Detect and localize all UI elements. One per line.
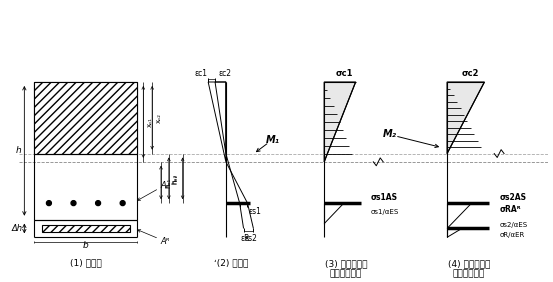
Text: σRAᴿ: σRAᴿ — [499, 206, 521, 215]
Text: (3) 一期荷载作
用下的应力图: (3) 一期荷载作 用下的应力图 — [325, 259, 367, 279]
Text: εc1: εc1 — [194, 69, 207, 78]
Text: ʻ(2) 应变图: ʻ(2) 应变图 — [213, 258, 248, 267]
Text: M₁: M₁ — [266, 135, 280, 145]
Text: εs2: εs2 — [244, 234, 258, 243]
Text: σc1: σc1 — [336, 69, 353, 78]
Bar — [34, 82, 137, 154]
Polygon shape — [447, 82, 484, 154]
Circle shape — [46, 201, 51, 206]
Text: hₒ₂: hₒ₂ — [173, 173, 179, 184]
Text: xₒ₂: xₒ₂ — [156, 113, 162, 123]
Text: σs1AS: σs1AS — [371, 193, 398, 202]
Text: σc2: σc2 — [462, 69, 479, 78]
Text: σR/αER: σR/αER — [499, 232, 524, 238]
Text: xₒ₁: xₒ₁ — [147, 117, 153, 127]
Text: εR: εR — [241, 234, 251, 243]
Circle shape — [71, 201, 76, 206]
Text: Aₛ: Aₛ — [160, 181, 169, 190]
Text: M₂: M₂ — [383, 129, 397, 139]
Text: h: h — [15, 146, 22, 155]
Text: εs1: εs1 — [248, 208, 262, 217]
Circle shape — [120, 201, 125, 206]
Circle shape — [96, 201, 101, 206]
Text: σs2/αES: σs2/αES — [499, 222, 528, 228]
Text: hₒ₁: hₒ₁ — [165, 177, 171, 188]
Text: hₒ₂: hₒ₂ — [171, 173, 178, 184]
Text: (1) 截面图: (1) 截面图 — [70, 258, 102, 267]
Text: (4) 二期荷载作
用下的应力图: (4) 二期荷载作 用下的应力图 — [447, 259, 490, 279]
Bar — [42, 225, 129, 232]
Text: εc2: εc2 — [218, 69, 231, 78]
Text: σs2AS: σs2AS — [499, 193, 526, 202]
Text: σs1/αES: σs1/αES — [371, 209, 399, 215]
Text: b: b — [83, 241, 88, 250]
Text: Δh: Δh — [12, 224, 23, 233]
Polygon shape — [324, 82, 356, 162]
Text: Aᴿ: Aᴿ — [160, 237, 170, 246]
